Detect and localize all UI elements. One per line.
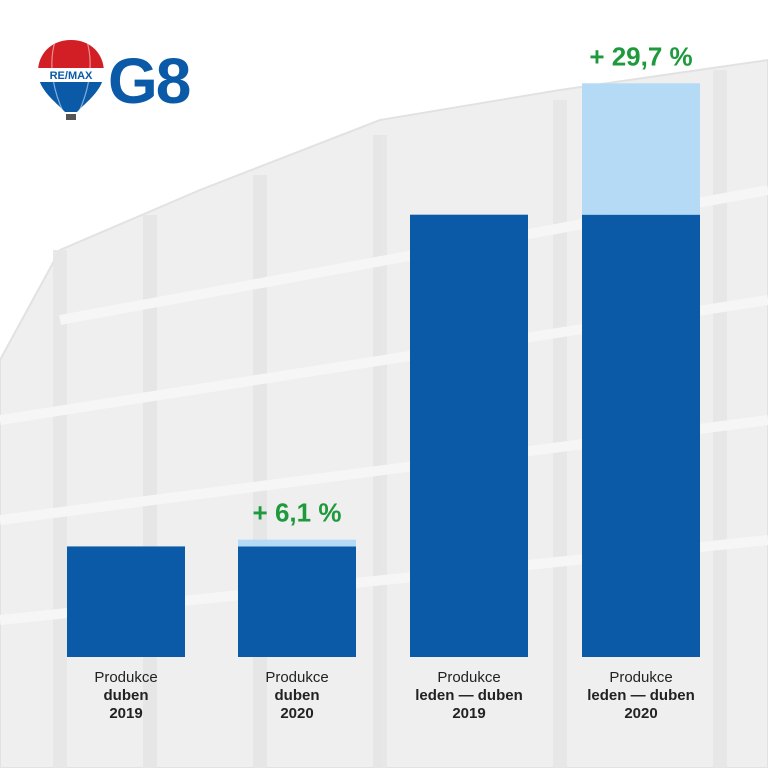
category-line3: 2019 [109,705,143,722]
bar-increase-2 [238,539,356,547]
category-line2: duben [274,687,320,704]
category-line1: Produkce [437,669,501,686]
remax-wordmark: RE/MAX [50,70,93,82]
office-name: G8 [108,45,191,117]
category-label-2: Produkce duben 2020 [217,669,377,723]
bar-base-1 [67,546,185,657]
category-label-4: Produkce leden — duben 2020 [561,669,721,723]
category-line2: leden — duben [415,687,523,704]
category-line3: 2019 [452,705,486,722]
category-line1: Produkce [265,669,329,686]
bar-base-2 [238,546,356,657]
category-line1: Produkce [609,669,673,686]
remax-balloon-logo: RE/MAX [38,40,104,120]
bar-base-3 [410,214,528,657]
category-line1: Produkce [94,669,158,686]
growth-label-2: + 6,1 % [253,498,342,528]
category-line2: leden — duben [587,687,695,704]
category-label-3: Produkce leden — duben 2019 [389,669,549,723]
bar-base-4 [582,214,700,657]
category-line3: 2020 [624,705,658,722]
bar-increase-4 [582,83,700,215]
category-line2: duben [103,687,149,704]
category-label-1: Produkce duben 2019 [46,669,206,723]
growth-label-4: + 29,7 % [589,41,692,71]
category-line3: 2020 [280,705,314,722]
